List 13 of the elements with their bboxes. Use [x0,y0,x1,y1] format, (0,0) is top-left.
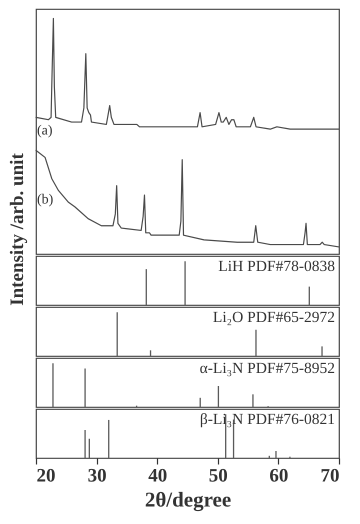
y-axis-title: Intensity /arb. unit [7,152,28,306]
x-tick-label: 30 [88,466,107,486]
x-axis-title: 2θ/degree [144,488,232,512]
chart-title: α-Li₃N PDF#75-8952 [200,360,335,377]
x-tick-label: 60 [269,466,288,486]
x-tick-label: 70 [320,466,340,486]
x-tick-label: 20 [36,466,56,486]
chart-title: Li₂O PDF#65-2972 [212,309,335,326]
chart-title: LiH PDF#78-0838 [218,258,336,275]
x-tick-label: 50 [208,466,228,486]
series-label: (a) [37,123,53,138]
series-label: (b) [37,192,54,208]
x-tick-label: 40 [148,466,168,486]
